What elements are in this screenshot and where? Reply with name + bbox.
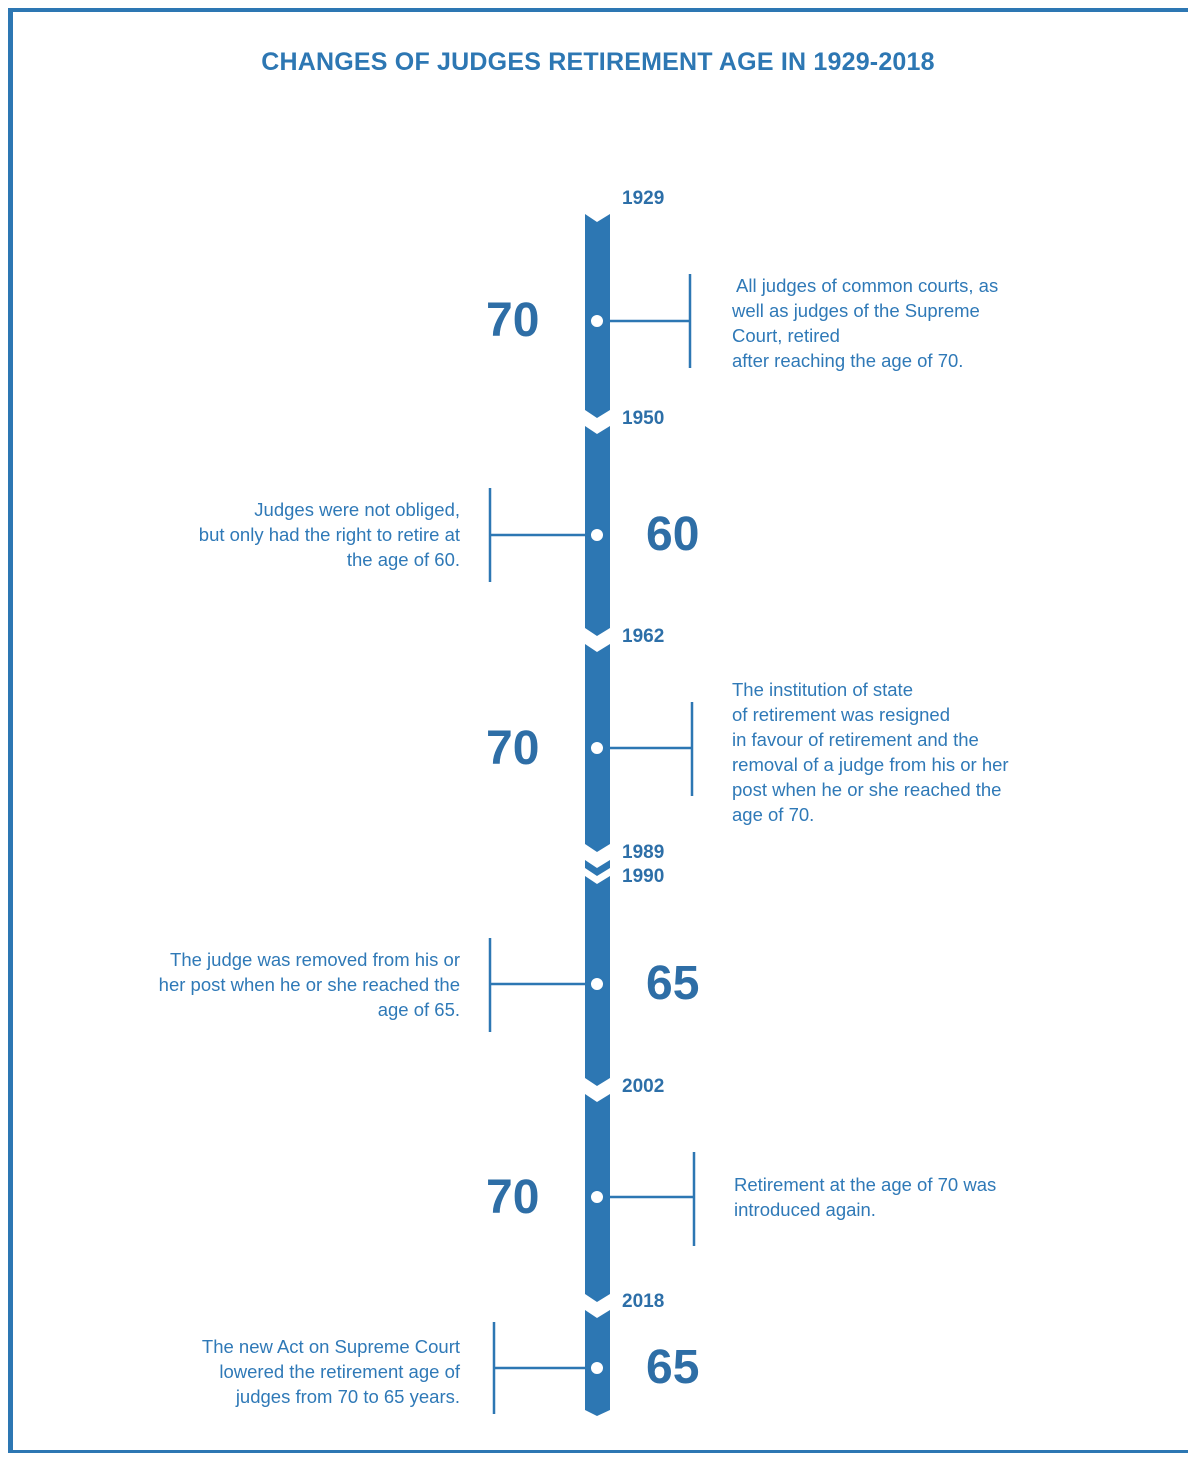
age-value: 70 (486, 294, 540, 347)
year-label: 2002 (622, 1076, 665, 1097)
period-description: The judge was removed from his or her po… (110, 947, 460, 1022)
description-line: age of 70. (732, 804, 815, 825)
period-description: Retirement at the age of 70 was introduc… (734, 1172, 1054, 1222)
timeline-node (589, 1360, 605, 1376)
timeline-node (589, 313, 605, 329)
description-line: Judges were not obliged, (254, 499, 460, 520)
description-line: of retirement was resigned (732, 704, 950, 725)
age-value: 70 (486, 722, 540, 775)
period-description: The institution of state of retirement w… (732, 677, 1062, 827)
period-description: All judges of common courts, as well as … (732, 273, 1052, 373)
year-label: 1962 (622, 626, 665, 647)
age-value: 60 (646, 508, 700, 561)
description-line: post when he or she reached the (732, 779, 1002, 800)
description-line: age of 65. (377, 999, 460, 1020)
page-frame (8, 8, 1188, 1453)
year-label: 1989 (622, 842, 665, 863)
year-label: 1929 (622, 188, 665, 209)
age-value: 70 (486, 1171, 540, 1224)
description-line: The judge was removed from his or (170, 949, 460, 970)
description-line: The new Act on Supreme Court (201, 1336, 460, 1357)
description-line: introduced again. (734, 1199, 876, 1220)
page-title: CHANGES OF JUDGES RETIREMENT AGE IN 1929… (261, 48, 935, 76)
year-label: 2018 (622, 1291, 665, 1312)
description-line: her post when he or she reached the (158, 974, 460, 995)
year-label: 1950 (622, 408, 665, 429)
period-description: The new Act on Supreme Court lowered the… (140, 1334, 460, 1409)
description-line: All judges of common courts, as (736, 275, 999, 296)
timeline-node (589, 527, 605, 543)
description-line: Court, retired (732, 325, 840, 346)
period-description: Judges were not obliged, but only had th… (130, 497, 460, 572)
description-line: Retirement at the age of 70 was (734, 1174, 997, 1195)
timeline-node (589, 1189, 605, 1205)
timeline-segment-4 (585, 860, 610, 876)
description-line: judges from 70 to 65 years. (235, 1386, 460, 1407)
description-line: well as judges of the Supreme (732, 300, 980, 321)
description-line: the age of 60. (346, 549, 460, 570)
year-label: 1990 (622, 866, 665, 887)
age-value: 65 (646, 1341, 700, 1394)
description-line: in favour of retirement and the (732, 729, 979, 750)
description-line: after reaching the age of 70. (732, 350, 964, 371)
description-line: removal of a judge from his or her (732, 754, 1009, 775)
description-line: but only had the right to retire at (198, 524, 460, 545)
description-line: lowered the retirement age of (219, 1361, 460, 1382)
age-value: 65 (646, 957, 700, 1010)
timeline-node (589, 740, 605, 756)
description-line: The institution of state (732, 679, 913, 700)
timeline-node (589, 976, 605, 992)
